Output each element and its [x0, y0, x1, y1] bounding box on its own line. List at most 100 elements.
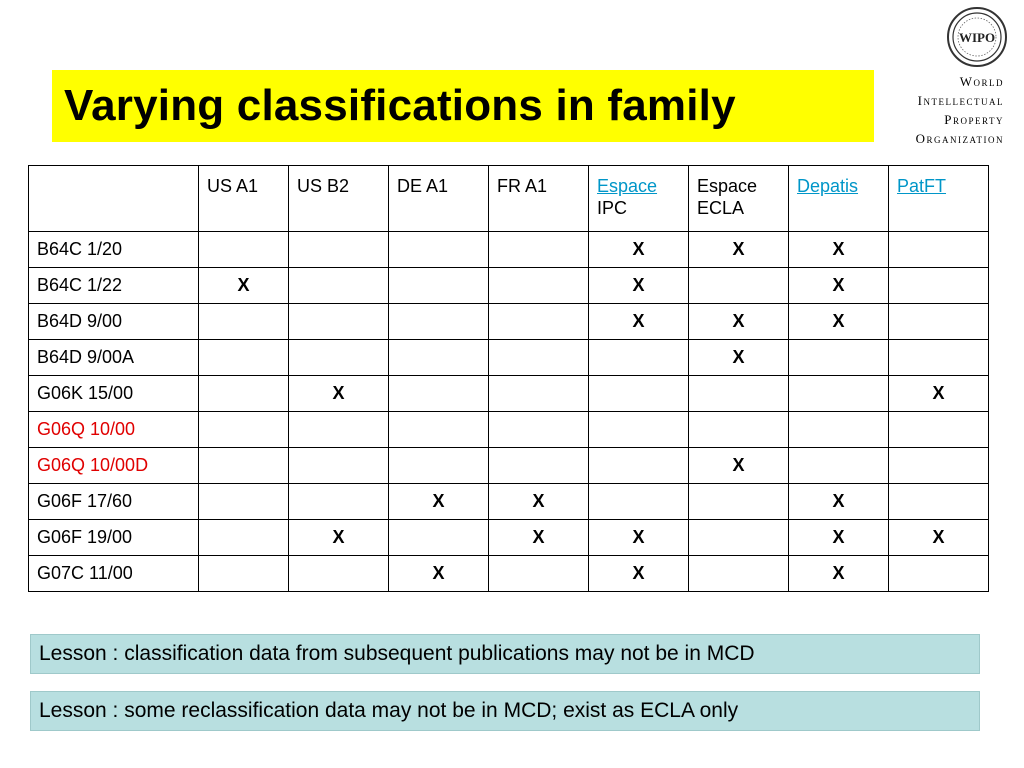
table-cell	[288, 555, 389, 592]
table-cell: X	[488, 483, 589, 520]
table-cell	[388, 339, 489, 376]
table-cell	[198, 411, 289, 448]
table-cell: X	[688, 339, 789, 376]
table-cell: X	[688, 303, 789, 340]
lesson-box: Lesson : classification data from subseq…	[30, 634, 980, 674]
table-row: B64D 9/00 X X X	[28, 303, 989, 340]
table-cell: X	[788, 519, 889, 556]
title-banner: Varying classifications in family	[52, 70, 874, 142]
table-cell: X	[788, 303, 889, 340]
logo-text: WIPO	[959, 30, 995, 45]
table-cell: X	[788, 555, 889, 592]
table-cell: X	[588, 231, 689, 268]
column-header-label: US B2	[297, 176, 350, 196]
lesson-text: Lesson : classification data from subseq…	[39, 642, 755, 665]
table-cell	[888, 339, 989, 376]
table-row: G06Q 10/00D X	[28, 447, 989, 484]
column-header-link[interactable]: Espace	[597, 176, 658, 196]
table-cell	[198, 555, 289, 592]
table-cell	[288, 411, 389, 448]
table-cell	[488, 267, 589, 304]
table-cell	[198, 375, 289, 412]
column-header-label: Espace	[697, 176, 758, 196]
table-cell	[198, 483, 289, 520]
table-cell	[198, 303, 289, 340]
table-cell: X	[588, 555, 689, 592]
table-cell	[888, 483, 989, 520]
org-line: Intellectual	[917, 93, 1004, 108]
table-cell	[488, 375, 589, 412]
column-header[interactable]: Depatis	[788, 165, 889, 232]
column-header-label: DE A1	[397, 176, 449, 196]
row-label: G06F 17/60	[28, 483, 199, 520]
table-row: G06K 15/00 X X	[28, 375, 989, 412]
column-header[interactable]: Espace IPC	[588, 165, 689, 232]
table-cell	[388, 411, 489, 448]
table-cell: X	[388, 483, 489, 520]
table-cell: X	[388, 555, 489, 592]
table-cell	[488, 231, 589, 268]
lesson-text: Lesson : some reclassification data may …	[39, 699, 739, 722]
column-header[interactable]: PatFT	[888, 165, 989, 232]
table-cell: X	[588, 303, 689, 340]
organization-name: World Intellectual Property Organization	[900, 72, 1004, 148]
table-cell	[198, 339, 289, 376]
table-cell	[588, 375, 689, 412]
table-row: B64C 1/22 X X X	[28, 267, 989, 304]
table-row: G06F 17/60 X X X	[28, 483, 989, 520]
table-row: B64C 1/20 X X X	[28, 231, 989, 268]
column-header-link[interactable]: PatFT	[897, 176, 947, 196]
table-cell	[888, 555, 989, 592]
table-cell	[388, 303, 489, 340]
table-cell: X	[588, 267, 689, 304]
table-cell: X	[888, 519, 989, 556]
row-label: G06Q 10/00	[28, 411, 199, 448]
page-title: Varying classifications in family	[64, 81, 736, 130]
table-cell	[688, 267, 789, 304]
column-header-sublabel: ECLA	[697, 198, 745, 218]
lesson-box: Lesson : some reclassification data may …	[30, 691, 980, 731]
column-header-label: US A1	[207, 176, 259, 196]
table-cell: X	[688, 447, 789, 484]
org-line: World	[959, 74, 1004, 89]
row-label: G06Q 10/00D	[28, 447, 199, 484]
column-header: US B2	[288, 165, 389, 232]
row-label: G06F 19/00	[28, 519, 199, 556]
table-corner-cell	[28, 165, 199, 232]
table-cell	[488, 555, 589, 592]
table-cell: X	[888, 375, 989, 412]
table-cell	[388, 231, 489, 268]
table-row: G07C 11/00 X X X	[28, 555, 989, 592]
column-header: FR A1	[488, 165, 589, 232]
column-header-sublabel: IPC	[597, 198, 628, 218]
table-row: G06F 19/00 X X X X X	[28, 519, 989, 556]
column-header-link[interactable]: Depatis	[797, 176, 859, 196]
classification-table: US A1 US B2 DE A1 FR A1 Espace IPC Espace ECLA D…	[28, 165, 989, 592]
table-header-row: US A1 US B2 DE A1 FR A1 Espace IPC Espace ECLA D…	[28, 165, 989, 232]
table-cell	[388, 447, 489, 484]
row-label: B64D 9/00	[28, 303, 199, 340]
row-label: B64C 1/22	[28, 267, 199, 304]
row-label: B64D 9/00A	[28, 339, 199, 376]
table-cell	[388, 519, 489, 556]
table-cell: X	[588, 519, 689, 556]
table-cell	[288, 267, 389, 304]
table-cell	[488, 303, 589, 340]
table-cell	[888, 231, 989, 268]
column-header: Espace ECLA	[688, 165, 789, 232]
table-cell	[888, 411, 989, 448]
table-cell	[888, 447, 989, 484]
row-label: B64C 1/20	[28, 231, 199, 268]
table-cell	[688, 411, 789, 448]
table-cell	[688, 375, 789, 412]
table-row: G06Q 10/00	[28, 411, 989, 448]
org-line: Organization	[915, 131, 1004, 146]
table-cell	[688, 483, 789, 520]
table-cell	[688, 519, 789, 556]
table-cell: X	[788, 267, 889, 304]
table-cell: X	[688, 231, 789, 268]
table-cell	[488, 447, 589, 484]
table-cell	[888, 267, 989, 304]
table-cell	[788, 375, 889, 412]
table-cell	[588, 339, 689, 376]
